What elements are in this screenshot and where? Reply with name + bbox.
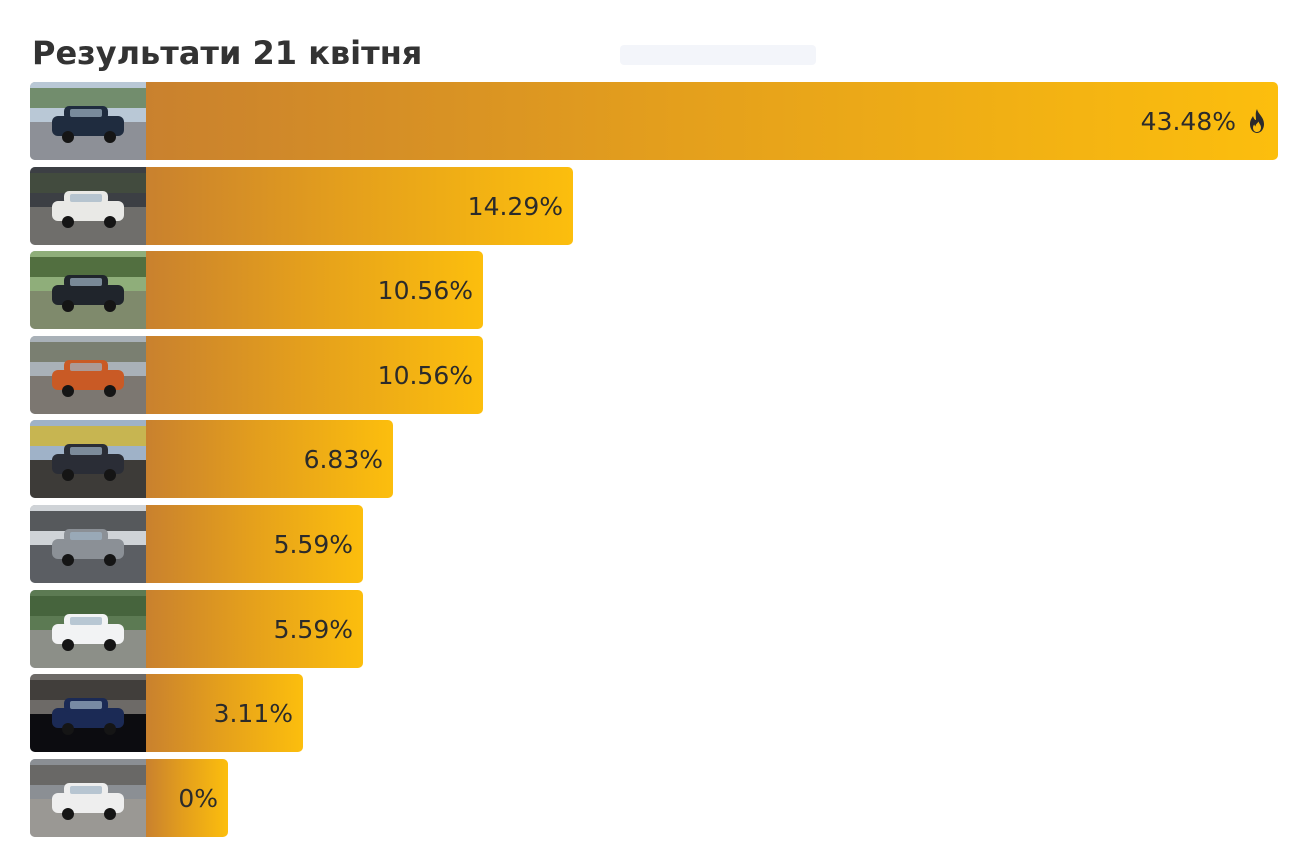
- car-thumbnail: [30, 167, 146, 245]
- result-bar: 43.48%: [146, 82, 1278, 160]
- result-percentage-label: 10.56%: [377, 275, 473, 305]
- white-sedan-thumbnail-icon: [30, 590, 146, 668]
- dashboard-thumbnail-icon: [30, 674, 146, 752]
- result-bar: 14.29%: [146, 167, 573, 245]
- orange-hatchback-thumbnail-icon: [30, 336, 146, 414]
- result-bar-row[interactable]: 43.48%: [30, 82, 1278, 160]
- result-bar: 3.11%: [146, 674, 303, 752]
- result-bar-row[interactable]: 10.56%: [30, 336, 483, 414]
- result-bar-row[interactable]: 3.11%: [30, 674, 303, 752]
- result-bar-row[interactable]: 5.59%: [30, 505, 363, 583]
- result-bar-row[interactable]: 6.83%: [30, 420, 393, 498]
- white-hatchback-thumbnail-icon: [30, 167, 146, 245]
- result-bar-row[interactable]: 10.56%: [30, 251, 483, 329]
- fire-icon: [1246, 108, 1268, 134]
- car-thumbnail: [30, 759, 146, 837]
- car-thumbnail: [30, 674, 146, 752]
- faint-overlay-label: [620, 45, 816, 65]
- page-title: Результати 21 квітня: [32, 34, 423, 72]
- result-percentage-label: 14.29%: [467, 191, 563, 221]
- result-percentage-label: 5.59%: [273, 529, 353, 559]
- dark-minivan-thumbnail-icon: [30, 420, 146, 498]
- black-sedan-thumbnail-icon: [30, 251, 146, 329]
- result-bar: 0%: [146, 759, 228, 837]
- result-percentage-label: 10.56%: [377, 360, 473, 390]
- result-bar: 5.59%: [146, 505, 363, 583]
- result-bar: 10.56%: [146, 251, 483, 329]
- result-bar: 5.59%: [146, 590, 363, 668]
- engine-bay-thumbnail-icon: [30, 505, 146, 583]
- car-thumbnail: [30, 590, 146, 668]
- result-percentage-label: 6.83%: [303, 444, 383, 474]
- car-thumbnail: [30, 336, 146, 414]
- result-bar-row[interactable]: 0%: [30, 759, 228, 837]
- car-thumbnail: [30, 420, 146, 498]
- car-thumbnail: [30, 505, 146, 583]
- white-suv-thumbnail-icon: [30, 759, 146, 837]
- dark-suv-thumbnail-icon: [30, 82, 146, 160]
- result-percentage-label: 0%: [178, 783, 218, 813]
- car-thumbnail: [30, 82, 146, 160]
- car-thumbnail: [30, 251, 146, 329]
- result-bar-row[interactable]: 5.59%: [30, 590, 363, 668]
- result-bar: 6.83%: [146, 420, 393, 498]
- result-percentage-label: 43.48%: [1140, 106, 1236, 136]
- result-percentage-label: 5.59%: [273, 614, 353, 644]
- result-bar-row[interactable]: 14.29%: [30, 167, 573, 245]
- result-bar: 10.56%: [146, 336, 483, 414]
- result-percentage-label: 3.11%: [213, 698, 293, 728]
